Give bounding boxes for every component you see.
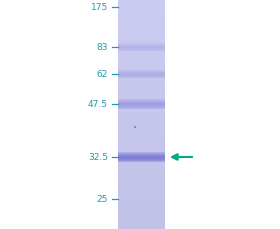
- Text: 25: 25: [97, 195, 108, 204]
- Text: 175: 175: [91, 3, 108, 12]
- Text: 32.5: 32.5: [88, 153, 108, 162]
- Text: 62: 62: [97, 70, 108, 79]
- Text: 83: 83: [97, 43, 108, 52]
- Text: 47.5: 47.5: [88, 100, 108, 109]
